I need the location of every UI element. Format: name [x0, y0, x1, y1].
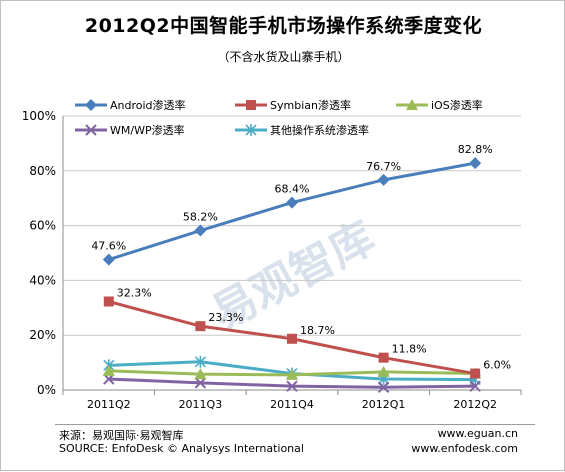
data-point [194, 355, 206, 368]
data-point [377, 365, 390, 377]
data-label: 6.0% [483, 359, 511, 372]
data-point [195, 321, 206, 332]
legend-marker [85, 124, 97, 136]
data-label: 76.7% [366, 160, 401, 173]
series-line-0 [108, 161, 476, 262]
y-tick-label: 40% [29, 273, 56, 287]
data-point [469, 157, 482, 170]
data-point [102, 364, 115, 376]
x-tick-label: 2011Q2 [87, 398, 131, 411]
data-label: 68.4% [275, 183, 310, 196]
data-point [286, 368, 298, 380]
y-tick-label: 80% [29, 164, 56, 178]
data-point [377, 381, 390, 393]
legend-label: WM/WP渗透率 [110, 123, 185, 137]
x-tick-label: 2012Q1 [362, 398, 406, 411]
chart-title: 2012Q2中国智能手机市场操作系统季度变化 [84, 15, 483, 37]
legend-label: 其他操作系统渗透率 [270, 123, 369, 137]
x-tick-label: 2011Q3 [179, 398, 223, 411]
y-tick-label: 60% [29, 219, 56, 233]
data-point [469, 380, 481, 392]
data-point [286, 380, 298, 392]
y-tick-label: 0% [37, 383, 56, 397]
data-label: 47.6% [91, 240, 126, 253]
legend-marker [246, 100, 256, 110]
x-tick-label: 2011Q4 [270, 398, 314, 411]
data-point [287, 333, 297, 344]
url-enfodesk: www.enfodesk.com [411, 442, 518, 455]
url-eguan: www.eguan.cn [437, 427, 518, 440]
data-label: 18.7% [300, 324, 335, 337]
data-point [194, 368, 207, 380]
legend-marker [245, 124, 257, 136]
legend-marker [85, 99, 97, 111]
source-en: SOURCE: EnfoDesk © Analysys Internationa… [59, 442, 304, 455]
footer-divider [55, 424, 535, 425]
data-point [378, 352, 389, 363]
x-tick-label: 2012Q2 [453, 398, 497, 411]
legend-label: Android渗透率 [110, 98, 186, 112]
data-label: 32.3% [117, 286, 152, 299]
y-tick-label: 100% [22, 109, 56, 123]
data-point [470, 368, 481, 379]
legend-marker [406, 99, 418, 110]
data-point [103, 296, 114, 307]
data-point [194, 377, 207, 389]
y-tick-label: 20% [29, 328, 56, 342]
data-label: 23.3% [208, 311, 243, 324]
data-label: 11.8% [392, 343, 427, 356]
data-point [102, 253, 115, 266]
data-point [286, 196, 298, 209]
data-point [377, 173, 390, 186]
legend-label: iOS渗透率 [431, 98, 483, 112]
data-point [194, 224, 207, 237]
legend-label: Symbian渗透率 [270, 98, 351, 112]
data-label: 82.8% [458, 143, 493, 156]
data-label: 58.2% [183, 211, 218, 224]
chart-subtitle: （不含水货及山寨手机） [217, 50, 350, 64]
source-cn: 来源：易观国际·易观智库 [59, 429, 184, 442]
